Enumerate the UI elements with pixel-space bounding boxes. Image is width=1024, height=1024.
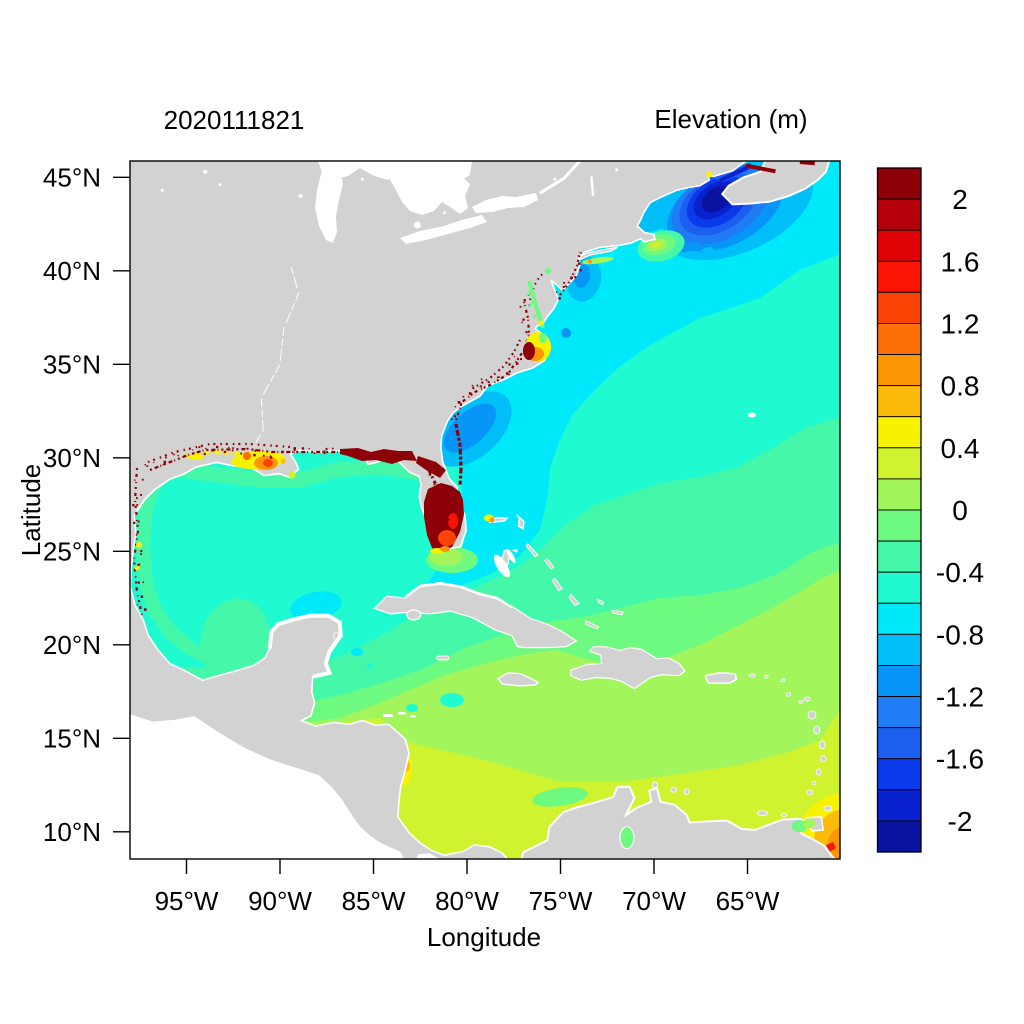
svg-text:0.8: 0.8 bbox=[941, 371, 980, 402]
svg-text:-0.8: -0.8 bbox=[936, 619, 984, 650]
svg-text:Latitude: Latitude bbox=[16, 464, 46, 557]
svg-text:15°N: 15°N bbox=[43, 723, 101, 753]
svg-text:80°W: 80°W bbox=[435, 886, 499, 916]
svg-text:65°W: 65°W bbox=[716, 886, 780, 916]
svg-text:2020111821: 2020111821 bbox=[164, 105, 305, 135]
svg-text:0: 0 bbox=[952, 495, 968, 526]
svg-text:-2: -2 bbox=[948, 806, 973, 837]
svg-text:10°N: 10°N bbox=[43, 817, 101, 847]
svg-text:-1.2: -1.2 bbox=[936, 682, 984, 713]
svg-text:-0.4: -0.4 bbox=[936, 557, 984, 588]
svg-text:Elevation (m): Elevation (m) bbox=[654, 104, 807, 134]
svg-text:35°N: 35°N bbox=[43, 349, 101, 379]
svg-text:95°W: 95°W bbox=[155, 886, 219, 916]
svg-text:45°N: 45°N bbox=[43, 162, 101, 192]
svg-text:75°W: 75°W bbox=[529, 886, 593, 916]
svg-text:40°N: 40°N bbox=[43, 256, 101, 286]
svg-text:Longitude: Longitude bbox=[427, 922, 541, 952]
svg-text:90°W: 90°W bbox=[248, 886, 312, 916]
svg-text:1.2: 1.2 bbox=[941, 309, 980, 340]
svg-text:20°N: 20°N bbox=[43, 630, 101, 660]
svg-text:1.6: 1.6 bbox=[941, 246, 980, 277]
svg-text:70°W: 70°W bbox=[622, 886, 686, 916]
svg-text:2: 2 bbox=[952, 184, 968, 215]
svg-text:25°N: 25°N bbox=[43, 536, 101, 566]
svg-text:-1.6: -1.6 bbox=[936, 744, 984, 775]
svg-text:85°W: 85°W bbox=[342, 886, 406, 916]
svg-text:30°N: 30°N bbox=[43, 443, 101, 473]
svg-text:0.4: 0.4 bbox=[941, 433, 980, 464]
